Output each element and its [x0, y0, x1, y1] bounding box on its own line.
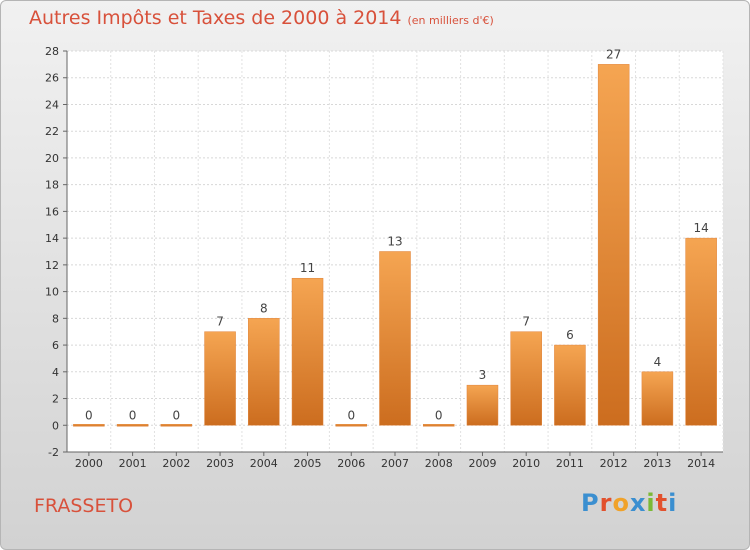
bar-2013 — [641, 371, 674, 426]
y-tick-label: 12 — [45, 259, 59, 272]
bar-2001 — [116, 424, 149, 427]
chart-title-main: Autres Impôts et Taxes de 2000 à 2014 — [29, 7, 402, 29]
x-tick-label-2003: 2003 — [206, 457, 234, 470]
x-tick-label-2010: 2010 — [512, 457, 540, 470]
x-tick-label-2011: 2011 — [556, 457, 584, 470]
data-label-2013: 4 — [654, 355, 662, 369]
y-tick-label: 18 — [45, 179, 59, 192]
x-tick-label-2009: 2009 — [468, 457, 496, 470]
x-tick-label-2000: 2000 — [75, 457, 103, 470]
y-tick-label: 26 — [45, 72, 59, 85]
x-tick-label-2001: 2001 — [119, 457, 147, 470]
data-label-2005: 11 — [300, 261, 315, 275]
y-tick-label: 2 — [52, 393, 59, 406]
chart-title: Autres Impôts et Taxes de 2000 à 2014 (en… — [29, 7, 494, 29]
y-tick-label: 0 — [52, 419, 59, 432]
x-tick-label-2013: 2013 — [643, 457, 671, 470]
x-tick-label-2014: 2014 — [687, 457, 715, 470]
y-tick-label: 4 — [52, 366, 59, 379]
bar-2010 — [510, 331, 542, 426]
logo-letter: o — [612, 489, 630, 517]
bar-2005 — [291, 277, 324, 426]
data-label-2004: 8 — [260, 301, 268, 315]
y-tick-label: 14 — [45, 232, 59, 245]
bar-2011 — [554, 344, 586, 426]
data-label-2011: 6 — [566, 328, 574, 342]
data-label-2007: 13 — [387, 235, 402, 249]
chart-title-unit: (en milliers d'€) — [407, 14, 494, 27]
data-label-2006: 0 — [347, 408, 355, 422]
x-tick-label-2002: 2002 — [162, 457, 190, 470]
data-label-2009: 3 — [479, 368, 487, 382]
bar-2008 — [422, 424, 455, 427]
logo-letter: r — [599, 489, 613, 517]
data-label-2000: 0 — [85, 408, 93, 422]
logo-letter: P — [581, 489, 600, 517]
x-tick-label-2006: 2006 — [337, 457, 365, 470]
bar-2014 — [685, 237, 717, 426]
data-label-2001: 0 — [129, 408, 137, 422]
data-label-2008: 0 — [435, 408, 443, 422]
logo-letter: i — [646, 489, 656, 517]
bar-2002 — [160, 424, 193, 427]
y-tick-label: 16 — [45, 205, 59, 218]
y-tick-label: 6 — [52, 339, 59, 352]
x-tick-label-2004: 2004 — [250, 457, 278, 470]
y-tick-label: -2 — [48, 446, 59, 459]
logo-letter: t — [655, 489, 669, 517]
y-tick-label: 20 — [45, 152, 59, 165]
x-tick-label-2007: 2007 — [381, 457, 409, 470]
bar-2000 — [73, 424, 105, 427]
bar-2004 — [248, 318, 280, 426]
logo-letter: i — [668, 489, 678, 517]
y-tick-label: 28 — [45, 45, 59, 58]
bar-2009 — [466, 384, 499, 426]
data-label-2012: 27 — [606, 47, 621, 61]
x-tick-label-2005: 2005 — [294, 457, 322, 470]
data-label-2003: 7 — [216, 315, 224, 329]
bar-2007 — [379, 251, 411, 426]
y-tick-label: 10 — [45, 286, 59, 299]
commune-name: FRASSETO — [34, 495, 134, 517]
data-label-2014: 14 — [693, 221, 708, 235]
data-label-2002: 0 — [173, 408, 181, 422]
x-tick-label-2008: 2008 — [425, 457, 453, 470]
logo-letter: x — [629, 489, 647, 517]
bar-2012 — [597, 64, 630, 426]
data-label-2010: 7 — [522, 315, 530, 329]
x-tick-label-2012: 2012 — [600, 457, 628, 470]
bar-2003 — [204, 331, 236, 426]
y-tick-label: 8 — [52, 312, 59, 325]
y-tick-label: 22 — [45, 125, 59, 138]
y-tick-label: 24 — [45, 98, 59, 111]
proxiti-logo: Proxiti — [581, 489, 677, 517]
bar-2006 — [335, 424, 368, 427]
